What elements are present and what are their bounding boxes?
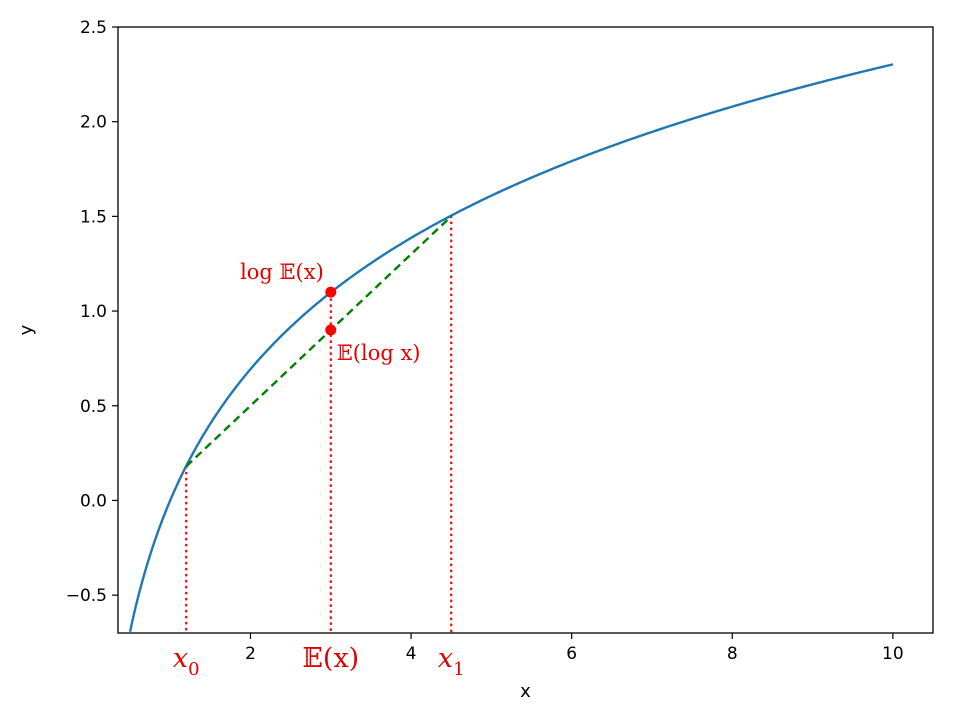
point-1 bbox=[325, 324, 337, 336]
log-curve bbox=[128, 63, 894, 632]
ticks: 2 4 6 8 10 −0.5 0.0 0.5 1.0 1.5 2.0 2.5 bbox=[66, 18, 904, 664]
point-0 bbox=[325, 286, 337, 298]
y-tick-label: 1.5 bbox=[80, 207, 107, 227]
y-axis-label: y bbox=[16, 324, 37, 335]
axes-frame bbox=[117, 26, 934, 634]
chord-line bbox=[185, 215, 453, 468]
x-tick-label: 8 bbox=[727, 644, 738, 664]
y-tick-label: 0.0 bbox=[80, 491, 107, 511]
x-tick-label: 6 bbox=[566, 644, 577, 664]
x-annotation-0: x0 bbox=[173, 643, 200, 680]
point-label-e-logx: 𝔼(log x) bbox=[337, 341, 421, 365]
x-tick-label: 2 bbox=[245, 644, 256, 664]
y-tick-label: 2.5 bbox=[80, 18, 107, 38]
x-tick-label: 10 bbox=[882, 644, 904, 664]
y-tick-label: 2.0 bbox=[80, 113, 107, 133]
x-axis-label: x bbox=[520, 681, 531, 702]
x-annotation-1: 𝔼(x) bbox=[302, 643, 359, 674]
y-tick-label: 1.0 bbox=[80, 302, 107, 322]
y-tick-label: −0.5 bbox=[66, 586, 107, 606]
annotations: log 𝔼(x) 𝔼(log x) x0 𝔼(x) x1 bbox=[173, 260, 465, 680]
point-label-log-ex: log 𝔼(x) bbox=[240, 260, 324, 284]
y-tick-label: 0.5 bbox=[80, 397, 107, 417]
plot-area bbox=[128, 63, 894, 633]
x-tick-label: 4 bbox=[406, 644, 417, 664]
x-annotation-2: x1 bbox=[438, 643, 465, 680]
plot-content bbox=[128, 63, 894, 633]
